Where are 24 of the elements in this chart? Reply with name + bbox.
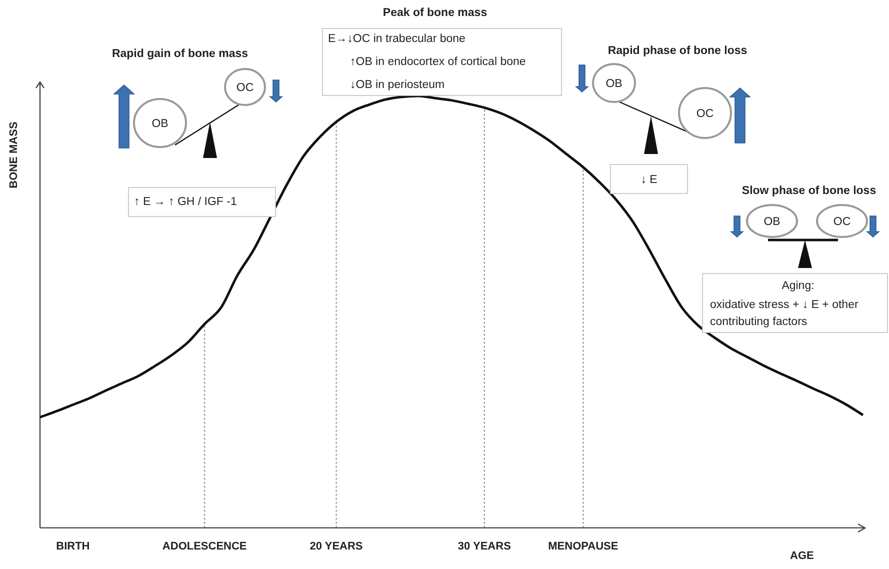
annotation: Slow phase of bone loss (740, 184, 878, 199)
annotation: oxidative stress + ↓ E + other contributing factors (710, 298, 860, 330)
annotation: Aging: (780, 279, 816, 294)
text: ↓OB in periosteum (350, 78, 446, 93)
text: OB (604, 77, 624, 92)
text: ↑OB in endocortex of cortical bone (350, 55, 527, 70)
annotation: ↓ E (640, 173, 658, 188)
x-tick-label: BIRTH (56, 540, 90, 552)
text: OC (235, 81, 255, 96)
x-tick-label: MENOPAUSE (548, 540, 618, 552)
text: Rapid gain of bone mass (110, 47, 250, 62)
y-axis-title: BONE MASS (8, 122, 20, 188)
x-axis-title: AGE (790, 550, 814, 562)
annotation: OB (762, 215, 782, 230)
annotation: OB (150, 117, 170, 132)
text: Peak of bone mass (382, 6, 488, 21)
x-tick-label: ADOLESCENCE (162, 540, 247, 552)
x-tick-label: 30 YEARS (458, 540, 511, 552)
annotation: OC (832, 215, 852, 230)
text: E→↓OC in trabecular bone (328, 32, 466, 47)
annotation: OC (695, 107, 715, 122)
text: Rapid phase of bone loss (606, 44, 748, 59)
x-tick-label: 20 YEARS (310, 540, 363, 552)
annotation: ↑ E → ↑ GH / IGF -1 (134, 195, 238, 210)
